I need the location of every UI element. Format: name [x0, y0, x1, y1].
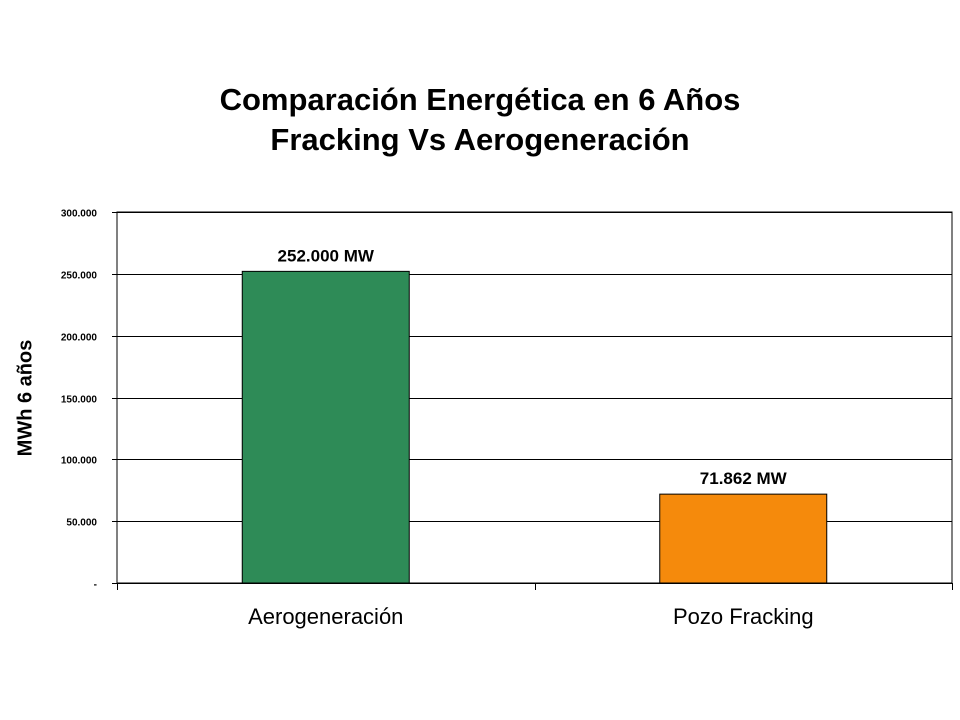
chart-title-line-1: Comparación Energética en 6 Años [219, 82, 741, 117]
y-tick-label: 100.000 [61, 456, 98, 467]
data-label-1: 252.000 MW [278, 246, 375, 265]
y-tick-label: - [94, 580, 97, 591]
chart-title-line-2: Fracking Vs Aerogeneración [270, 122, 690, 157]
data-label-2: 71.862 MW [700, 469, 788, 488]
y-tick-label: 50.000 [66, 518, 97, 529]
y-tick-label: 150.000 [61, 395, 98, 406]
x-category-label-2: Pozo Fracking [673, 604, 814, 629]
y-tick-label: 300.000 [61, 209, 98, 220]
x-category-label-1: Aerogeneración [248, 604, 403, 629]
bar-1 [241, 270, 410, 584]
y-tick-label: 250.000 [61, 271, 98, 282]
bar-2 [659, 493, 828, 584]
y-tick-label: 200.000 [61, 333, 98, 344]
